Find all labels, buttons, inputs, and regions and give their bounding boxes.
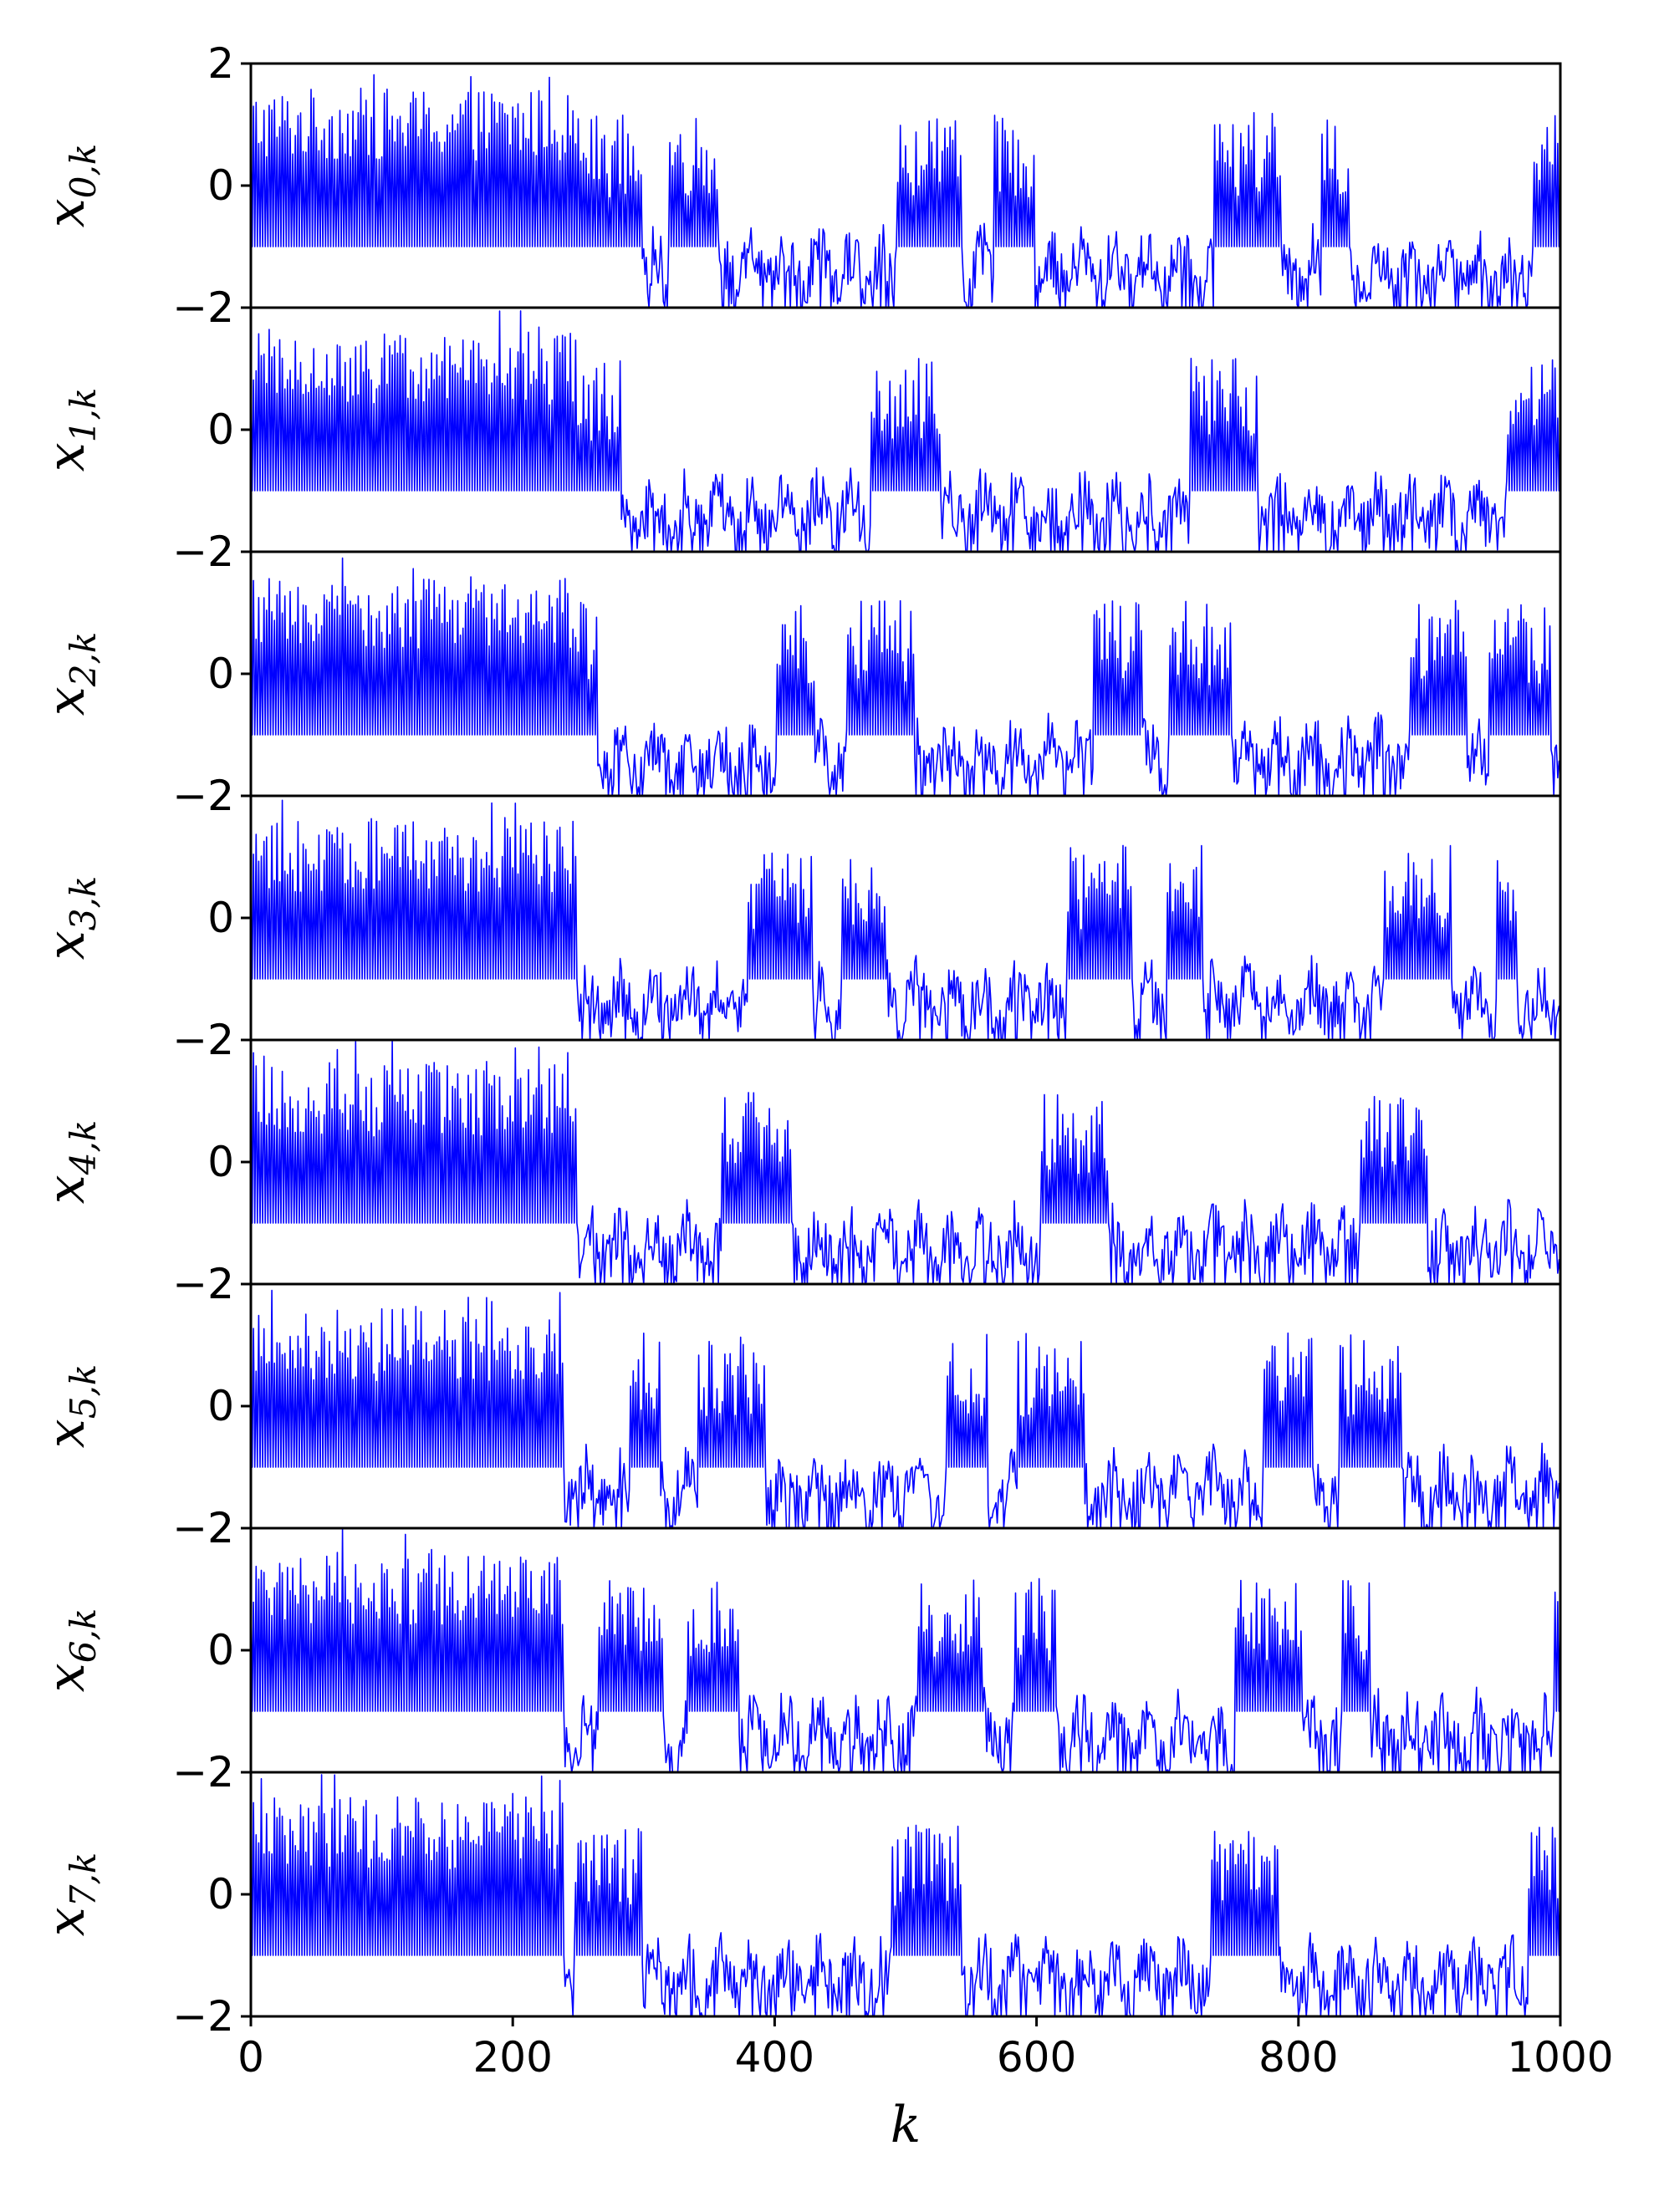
y-tick-label: −2 bbox=[172, 1992, 234, 2041]
y-tick-label: 2 bbox=[207, 1260, 234, 1308]
y-tick-label: 2 bbox=[207, 528, 234, 576]
series-line-7 bbox=[251, 1774, 1560, 2016]
x-tick-label: 600 bbox=[997, 2033, 1076, 2082]
y-axis-label-4: x4,k bbox=[35, 1120, 104, 1205]
y-tick-label: −2 bbox=[172, 528, 234, 576]
panel-2: −2 0 2 x2,k bbox=[35, 528, 1562, 820]
y-tick-label: 2 bbox=[207, 772, 234, 820]
y-tick-label: −2 bbox=[172, 1260, 234, 1308]
x-axis-label: k bbox=[891, 2096, 921, 2154]
panel-7: −2 0 2 x7,k bbox=[35, 1748, 1562, 2041]
series-line-1 bbox=[251, 310, 1560, 552]
y-tick-label: 2 bbox=[207, 1748, 234, 1797]
y-axis-label-5: x5,k bbox=[35, 1364, 104, 1449]
series-line-4 bbox=[251, 1040, 1560, 1284]
y-tick-label: −2 bbox=[172, 1748, 234, 1797]
y-tick-label: 2 bbox=[207, 1504, 234, 1552]
panels-group: −2 0 2 x0,k −2 0 2 x1,k −2 0 2 x2,k −2 0 2 x3,k −2 0 2 x4,k… bbox=[35, 39, 1562, 2041]
y-axis-label-0: x0,k bbox=[35, 144, 104, 228]
y-tick-label: 0 bbox=[207, 161, 234, 210]
y-tick-label: −2 bbox=[172, 772, 234, 820]
y-tick-label: 0 bbox=[207, 1870, 234, 1919]
x-tick-label: 800 bbox=[1258, 2033, 1338, 2082]
panel-4: −2 0 2 x4,k bbox=[35, 1016, 1562, 1308]
panel-5: −2 0 2 x5,k bbox=[35, 1260, 1562, 1552]
panel-frame-5 bbox=[249, 1282, 1562, 1530]
panel-1: −2 0 2 x1,k bbox=[35, 283, 1562, 576]
y-tick-label: −2 bbox=[172, 1504, 234, 1552]
x-tick-label: 200 bbox=[472, 2033, 552, 2082]
series-line-3 bbox=[251, 799, 1560, 1040]
y-axis-label-3: x3,k bbox=[35, 876, 104, 961]
x-tick-label: 0 bbox=[237, 2033, 264, 2082]
y-axis-label-2: x2,k bbox=[35, 632, 104, 716]
y-tick-label: 0 bbox=[207, 650, 234, 698]
y-tick-label: 0 bbox=[207, 1382, 234, 1430]
y-tick-label: 2 bbox=[207, 283, 234, 332]
panel-0: −2 0 2 x0,k bbox=[35, 39, 1562, 332]
series-line-6 bbox=[251, 1528, 1560, 1772]
x-tick-label: 1000 bbox=[1507, 2033, 1613, 2082]
series-line-5 bbox=[251, 1289, 1560, 1528]
y-tick-label: 0 bbox=[207, 405, 234, 454]
series-line-0 bbox=[251, 74, 1560, 308]
y-tick-label: 0 bbox=[207, 1138, 234, 1186]
y-tick-label: 2 bbox=[207, 39, 234, 88]
series-line-2 bbox=[251, 557, 1560, 796]
x-tick-label: 400 bbox=[735, 2033, 814, 2082]
y-axis-label-6: x6,k bbox=[35, 1608, 104, 1693]
y-tick-label: 0 bbox=[207, 1626, 234, 1674]
y-tick-label: 0 bbox=[207, 894, 234, 942]
y-tick-label: −2 bbox=[172, 1016, 234, 1064]
y-tick-label: −2 bbox=[172, 283, 234, 332]
y-axis-label-7: x7,k bbox=[35, 1853, 104, 1937]
x-axis: 0 200 400 600 800 1000 k bbox=[237, 2016, 1614, 2154]
y-tick-label: 2 bbox=[207, 1016, 234, 1064]
panel-6: −2 0 2 x6,k bbox=[35, 1504, 1562, 1797]
panel-3: −2 0 2 x3,k bbox=[35, 772, 1562, 1064]
y-axis-label-1: x1,k bbox=[35, 388, 104, 472]
